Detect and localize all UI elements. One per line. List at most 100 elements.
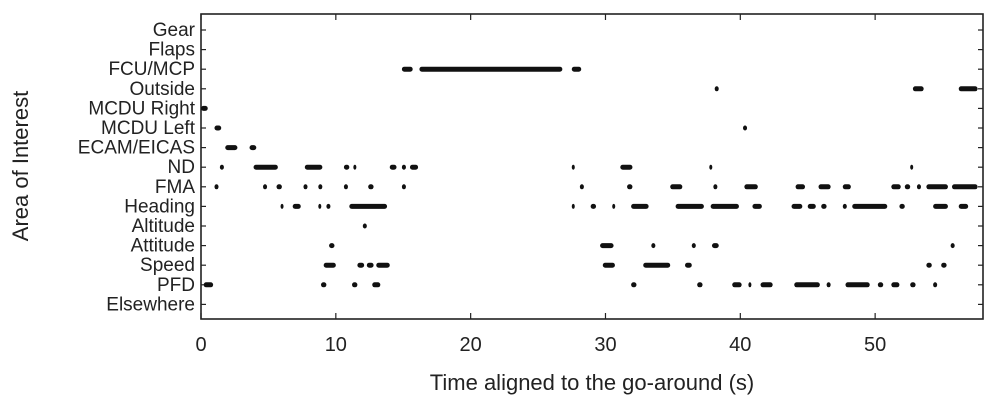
fixation-fma-16 (891, 184, 901, 190)
fixation-fma-8 (579, 184, 584, 190)
fixation-fma-2 (276, 184, 282, 190)
fixation-nd-4 (353, 164, 357, 170)
fixation-fma-19 (926, 184, 948, 190)
fixation-fma-15 (842, 184, 851, 190)
fixation-pfd-15 (933, 282, 938, 288)
fixation-pfd-12 (877, 282, 884, 288)
fixation-pfd-0 (203, 282, 214, 288)
fixation-speed-4 (602, 262, 615, 268)
fixation-fma-17 (904, 184, 911, 190)
fixation-speed-8 (941, 262, 947, 268)
fixation-fcu-mcp-2 (571, 66, 582, 72)
y-tick-label-flaps: Flaps (149, 40, 195, 61)
fixation-heading-16 (852, 203, 888, 209)
fixation-attitude-2 (651, 243, 656, 249)
fixation-pfd-11 (845, 282, 870, 288)
y-tick-label-mcdu-right: MCDU Right (88, 98, 195, 119)
fixation-fma-4 (318, 184, 323, 190)
y-tick-label-ecam-eicas: ECAM/EICAS (78, 138, 195, 159)
fixation-attitude-5 (950, 243, 955, 249)
fixation-speed-2 (366, 262, 374, 268)
x-tick-label-20: 20 (460, 334, 482, 356)
fixation-heading-14 (821, 203, 827, 209)
y-tick-label-outside: Outside (130, 79, 195, 100)
fixation-nd-6 (401, 164, 406, 170)
fixation-fma-5 (343, 184, 348, 190)
x-axis-title: Time aligned to the go-around (s) (430, 370, 754, 395)
y-tick-label-elsewhere: Elsewhere (106, 294, 195, 315)
fixation-pfd-5 (697, 282, 703, 288)
fixation-outside-2 (958, 86, 978, 92)
fixation-fma-0 (214, 184, 219, 190)
fixation-attitude-4 (711, 243, 719, 249)
y-axis-title: Area of Interest (8, 91, 33, 241)
y-tick-label-speed: Speed (140, 255, 195, 276)
fixation-fma-10 (670, 184, 683, 190)
fixation-pfd-6 (732, 282, 742, 288)
fixation-fma-1 (263, 184, 268, 190)
fixation-attitude-3 (691, 243, 696, 249)
fixation-pfd-9 (794, 282, 820, 288)
fixation-fma-7 (401, 184, 406, 190)
fixation-mcdu-left-1 (743, 125, 748, 131)
fixation-nd-10 (709, 164, 713, 170)
fixation-fma-6 (368, 184, 374, 190)
fixation-speed-6 (685, 262, 692, 268)
x-tick-label-0: 0 (195, 334, 206, 356)
x-tick-label-50: 50 (864, 334, 886, 356)
y-tick-label-altitude: Altitude (132, 216, 195, 237)
fixation-pfd-8 (760, 282, 773, 288)
fixation-fma-13 (795, 184, 806, 190)
fixation-pfd-7 (748, 282, 752, 288)
fixation-pfd-3 (372, 282, 381, 288)
fixation-speed-1 (357, 262, 365, 268)
y-tick-label-fcu-mcp: FCU/MCP (108, 59, 195, 80)
fixation-heading-5 (571, 203, 575, 209)
fixation-heading-12 (791, 203, 803, 209)
fixation-heading-10 (710, 203, 739, 209)
fixation-heading-17 (899, 203, 905, 209)
fixation-nd-1 (253, 164, 278, 170)
fixation-fma-3 (303, 184, 308, 190)
fixation-fma-20 (951, 184, 978, 190)
y-tick-label-nd: ND (168, 157, 195, 178)
fixation-ecam-eicas-0 (225, 145, 238, 151)
x-tick-label-40: 40 (729, 334, 751, 356)
fixation-altitude-0 (362, 223, 367, 229)
fixation-speed-7 (926, 262, 932, 268)
fixation-speed-5 (643, 262, 671, 268)
fixation-heading-7 (612, 203, 616, 209)
fixation-ecam-eicas-1 (249, 145, 257, 151)
fixation-nd-5 (389, 164, 397, 170)
fixation-heading-2 (318, 203, 322, 209)
fixation-speed-0 (323, 262, 336, 268)
fixation-nd-11 (910, 164, 914, 170)
fixation-pfd-1 (320, 282, 327, 288)
x-axis: 0 10 20 30 40 50 (195, 14, 886, 356)
fixation-heading-1 (292, 203, 301, 209)
fixation-mcdu-left-0 (214, 125, 222, 131)
fixation-heading-18 (933, 203, 948, 209)
fixation-heading-11 (752, 203, 762, 209)
fixation-speed-3 (376, 262, 390, 268)
fixation-fcu-mcp-0 (401, 66, 413, 72)
fixation-attitude-0 (329, 243, 335, 249)
fixation-nd-9 (620, 164, 633, 170)
y-tick-label-heading: Heading (124, 196, 195, 217)
x-tick-label-30: 30 (594, 334, 616, 356)
fixation-pfd-13 (891, 282, 900, 288)
fixation-heading-13 (807, 203, 816, 209)
fixation-mcdu-right-0 (201, 105, 208, 111)
y-tick-label-fma: FMA (155, 177, 195, 198)
fixation-nd-3 (343, 164, 350, 170)
fixation-fma-9 (627, 184, 633, 190)
plot-frame (200, 13, 984, 320)
fixation-outside-0 (714, 86, 719, 92)
fixation-marks (201, 66, 978, 288)
fixation-fma-11 (713, 184, 718, 190)
fixation-heading-4 (349, 203, 388, 209)
fixation-heading-0 (280, 203, 284, 209)
fixation-outside-1 (912, 86, 924, 92)
fixation-fma-12 (744, 184, 758, 190)
